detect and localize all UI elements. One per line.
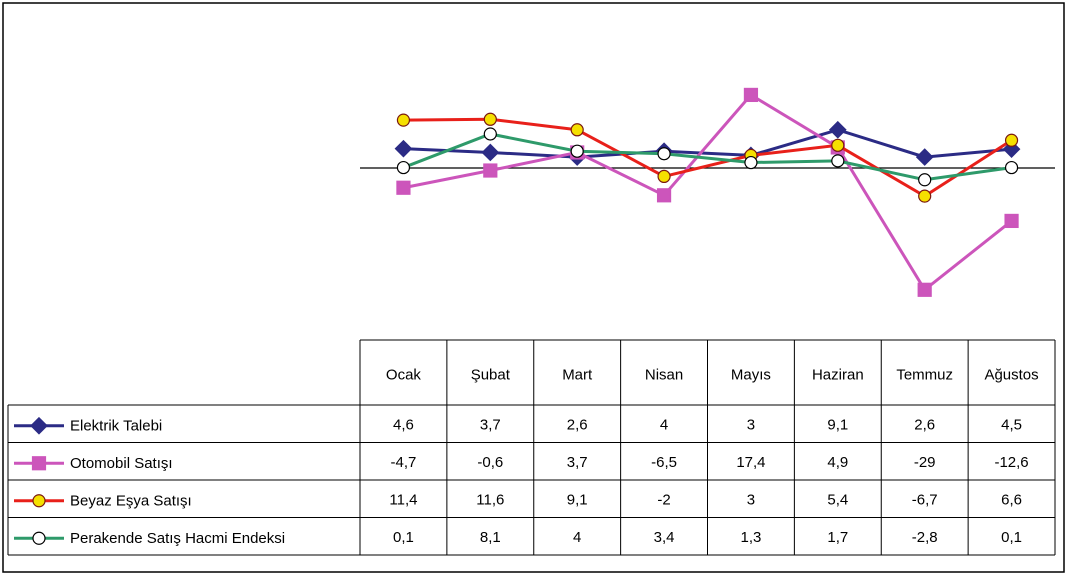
table-value: 4,5 (1001, 417, 1022, 434)
table-value: 0,1 (393, 529, 414, 546)
legend-marker (31, 456, 47, 471)
point (743, 87, 759, 103)
category-label: Mart (562, 366, 593, 383)
table-value: 3 (747, 417, 755, 434)
table-value: 4,6 (393, 417, 414, 434)
point (656, 188, 672, 203)
table-value: 4 (660, 417, 668, 434)
point (570, 144, 584, 158)
point (828, 120, 847, 139)
category-label: Nisan (645, 366, 683, 383)
table-value: -29 (914, 454, 936, 471)
legend-label: Elektrik Talebi (70, 418, 162, 435)
legend-marker (32, 494, 46, 508)
legend-marker (32, 531, 46, 545)
table-value: -12,6 (994, 454, 1028, 471)
category-label: Temmuz (896, 366, 953, 383)
legend-label: Beyaz Eşya Satışı (70, 493, 192, 510)
point (918, 189, 932, 203)
point (396, 113, 411, 127)
point (483, 163, 498, 178)
point (396, 160, 411, 175)
table-value: 9,1 (567, 492, 588, 509)
point (917, 282, 932, 297)
category-label: Haziran (812, 366, 864, 383)
table-value: -2,8 (912, 529, 938, 546)
series-line (403, 117, 1013, 198)
point (481, 143, 500, 162)
table-value: -2 (657, 492, 670, 509)
legend-label: Perakende Satış Hacmi Endeksi (70, 530, 285, 547)
point (396, 180, 411, 195)
table-value: 8,1 (480, 529, 501, 546)
table-value: 11,6 (476, 492, 504, 509)
series-line (403, 92, 1013, 293)
category-label: Ağustos (984, 366, 1038, 383)
table-value: 3 (747, 492, 755, 509)
table-value: 4,9 (827, 454, 848, 471)
table-value: 3,4 (654, 529, 675, 546)
table-value: 1,3 (741, 529, 762, 546)
table-value: 17,4 (736, 454, 765, 471)
point (915, 148, 934, 166)
point (570, 123, 584, 137)
point (831, 154, 845, 168)
table-value: 3,7 (567, 454, 588, 471)
table-value: 11,4 (389, 492, 417, 509)
point (1004, 213, 1019, 229)
point (1004, 133, 1019, 147)
series-line (402, 132, 1012, 182)
series-line (403, 128, 1012, 159)
category-label: Şubat (471, 366, 511, 383)
category-label: Mayıs (731, 366, 771, 383)
table-value: 1,7 (827, 529, 848, 546)
point (657, 169, 671, 183)
point (483, 112, 497, 126)
table-value: -0,6 (477, 454, 503, 471)
point (744, 155, 758, 170)
point (657, 147, 671, 161)
point (394, 139, 413, 158)
table-value: 4 (573, 529, 581, 546)
table-value: 3,7 (480, 417, 501, 434)
table-value: 2,6 (567, 417, 588, 434)
category-label: Ocak (386, 366, 422, 383)
point (1004, 160, 1019, 175)
table-value: -6,7 (912, 492, 938, 509)
table-value: -6,5 (651, 454, 677, 471)
point (918, 173, 932, 187)
table-value: 6,6 (1001, 492, 1022, 509)
table-value: 9,1 (827, 417, 848, 434)
point (831, 138, 845, 152)
table-value: 2,6 (914, 417, 935, 434)
table-value: -4,7 (391, 454, 417, 471)
table-value: 5,4 (827, 492, 848, 509)
point (483, 127, 497, 141)
table-value: 0,1 (1001, 529, 1022, 546)
legend-label: Otomobil Satışı (70, 455, 173, 472)
legend-marker (30, 416, 48, 435)
